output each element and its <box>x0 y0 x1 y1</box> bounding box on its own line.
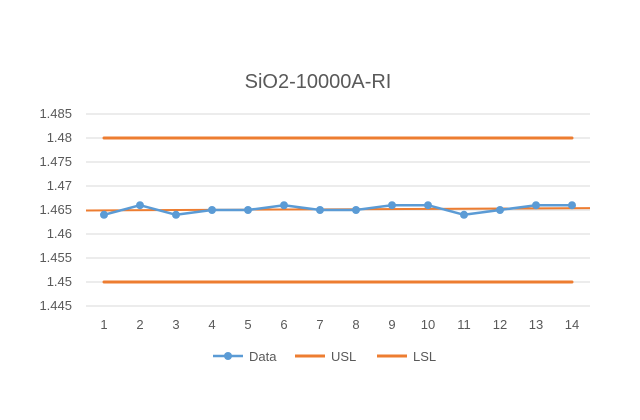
x-tick-label: 1 <box>100 317 107 332</box>
x-tick-label: 7 <box>316 317 323 332</box>
y-tick-label: 1.455 <box>39 250 72 265</box>
data-point <box>496 206 504 214</box>
x-tick-label: 8 <box>352 317 359 332</box>
y-tick-label: 1.48 <box>47 130 72 145</box>
x-tick-label: 4 <box>208 317 215 332</box>
legend-label-usl: USL <box>331 349 356 364</box>
x-tick-label: 10 <box>421 317 435 332</box>
y-tick-label: 1.445 <box>39 298 72 313</box>
y-tick-label: 1.465 <box>39 202 72 217</box>
x-tick-label: 14 <box>565 317 579 332</box>
x-tick-label: 13 <box>529 317 543 332</box>
legend: Data USL LSL <box>213 349 436 364</box>
data-point <box>172 210 180 219</box>
x-axis-ticks: 1 2 3 4 5 6 7 8 9 10 11 12 13 14 <box>100 317 579 332</box>
x-tick-label: 3 <box>172 317 179 332</box>
data-point <box>352 206 360 214</box>
legend-label-lsl: LSL <box>413 349 436 364</box>
x-tick-label: 6 <box>280 317 287 332</box>
y-tick-label: 1.47 <box>47 178 72 193</box>
data-point <box>568 201 576 210</box>
y-axis-ticks: 1.445 1.45 1.455 1.46 1.465 1.47 1.475 1.48 1.48… <box>39 106 72 313</box>
y-tick-label: 1.46 <box>47 226 72 241</box>
y-tick-label: 1.475 <box>39 154 72 169</box>
y-tick-label: 1.485 <box>39 106 72 121</box>
data-point <box>244 206 252 214</box>
data-point <box>532 201 540 210</box>
series-line-data <box>103 203 572 217</box>
x-tick-label: 2 <box>136 317 143 332</box>
data-point <box>316 206 324 214</box>
y-tick-label: 1.45 <box>47 274 72 289</box>
data-point <box>460 210 468 219</box>
x-tick-label: 12 <box>493 317 507 332</box>
data-point <box>424 201 432 210</box>
data-point <box>388 201 396 210</box>
legend-label-data: Data <box>249 349 277 364</box>
legend-marker-data <box>224 352 232 360</box>
data-point <box>136 201 144 210</box>
chart-title: SiO2-10000A-RI <box>245 71 392 93</box>
data-point <box>208 206 216 214</box>
x-tick-label: 5 <box>244 317 251 332</box>
series-layer <box>85 136 591 284</box>
x-tick-label: 11 <box>457 317 471 332</box>
x-tick-label: 9 <box>388 317 395 332</box>
data-point <box>280 201 288 210</box>
data-point <box>100 210 108 219</box>
